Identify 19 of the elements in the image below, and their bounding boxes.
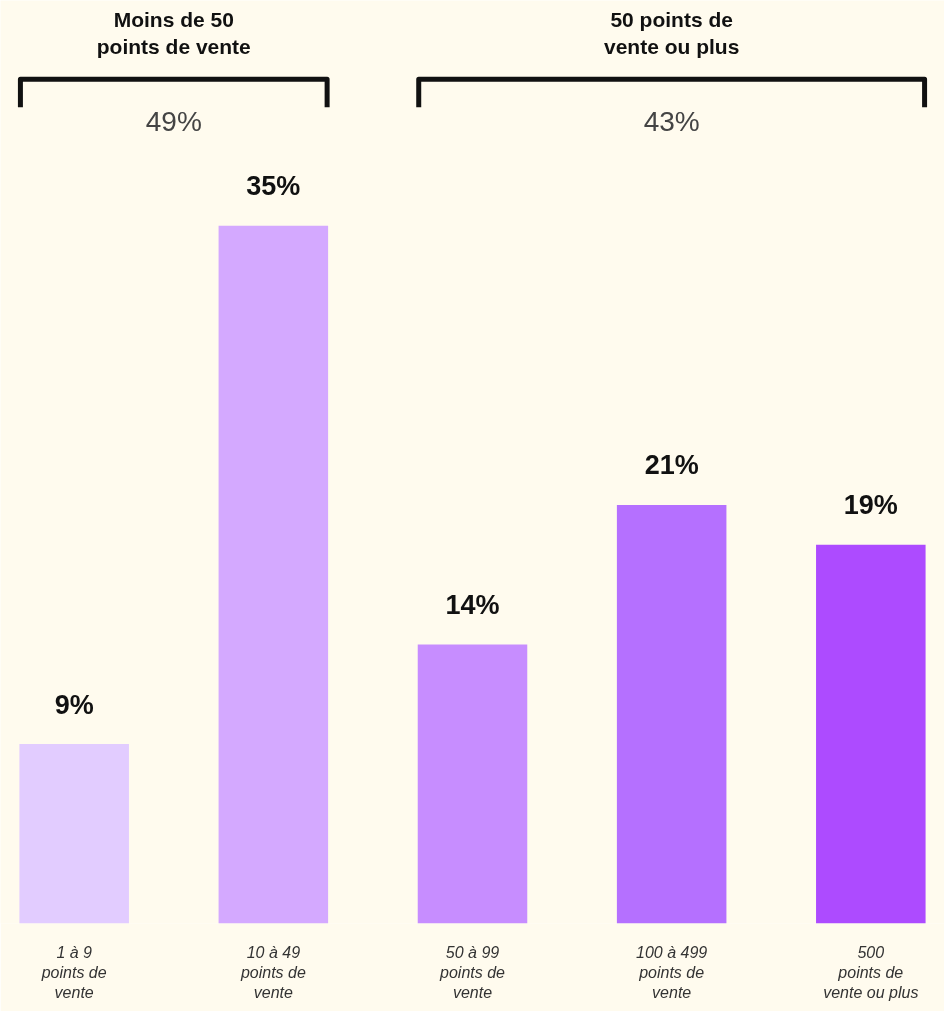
bar [417,644,528,924]
x-tick-label: 500 points de vente ou plus [823,943,919,1002]
bar [816,544,926,924]
text: Moins de 50 points de vente [96,7,251,59]
data-label: 9% [54,689,94,720]
x-tick-label: 50 à 99 points de vente [439,943,506,1002]
data-label: 19% [843,490,898,521]
bar [19,744,129,924]
bar [616,504,727,924]
data-label: 14% [445,590,500,621]
x-tick-label: 1 à 9 points de vente [40,943,107,1002]
x-tick-label: 10 à 49 points de vente [239,943,306,1002]
x-tick-label: 100 à 499 points de vente [636,943,708,1002]
data-label: 21% [644,450,699,481]
text: 49% [145,105,202,137]
text: 43% [643,105,700,137]
text: 50 points de vente ou plus [603,7,740,59]
bar [218,225,329,924]
data-label: 35% [246,171,301,202]
